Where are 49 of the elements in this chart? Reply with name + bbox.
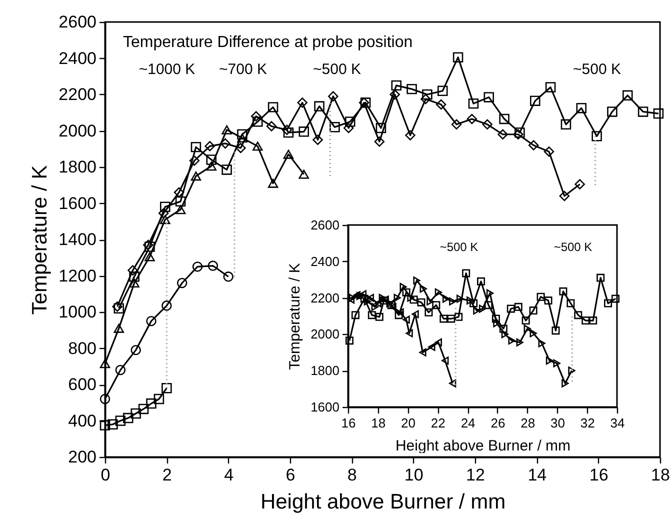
y-tick-label: 2200 [310,290,340,306]
x-tick-label: 18 [371,416,386,430]
annotation: Temperature Difference at probe position [123,34,413,51]
y-axis-title: Temperature / K [286,263,304,370]
x-tick-label: 16 [589,466,608,484]
annotation: ~500 K [573,61,621,78]
x-tick-label: 2 [162,466,172,484]
y-tick-label: 2600 [58,12,96,32]
y-axis-title: Temperature / K [28,165,52,315]
annotation: ~1000 K [138,61,196,78]
y-tick-label: 2000 [58,121,96,140]
x-tick-label: 34 [610,416,625,430]
y-tick-label: 2400 [310,254,340,269]
x-tick-label: 22 [430,416,446,430]
y-tick-label: 2600 [310,218,340,232]
annotation: ~700 K [219,61,267,78]
x-axis-title: Height above Burner / mm [260,490,506,514]
x-tick-label: 8 [347,466,357,484]
y-tick-label: 2000 [310,326,340,342]
x-tick-label: 14 [528,466,547,484]
x-tick-label: 20 [401,416,416,430]
x-tick-label: 28 [520,416,536,430]
y-tick-label: 1800 [310,363,340,378]
x-tick-label: 12 [466,466,485,484]
y-tick-label: 2200 [58,85,96,104]
x-tick-label: 18 [651,466,670,484]
x-tick-label: 4 [224,466,234,484]
y-tick-label: 200 [68,448,96,466]
x-tick-label: 26 [490,416,506,430]
y-tick-label: 1200 [58,266,96,286]
x-tick-label: 0 [100,466,110,484]
y-tick-label: 800 [68,338,96,358]
y-tick-label: 1800 [58,158,96,176]
annotation: ~500 K [554,240,592,254]
y-tick-label: 1400 [58,230,96,249]
x-tick-label: 32 [580,416,595,430]
y-tick-label: 1600 [58,194,96,213]
annotation: ~500 K [440,240,478,254]
x-tick-label: 16 [341,416,356,430]
annotation: ~500 K [313,61,361,78]
y-tick-label: 1000 [58,302,96,322]
x-tick-label: 30 [550,416,565,430]
y-tick-label: 1600 [310,400,340,414]
x-tick-label: 6 [286,466,296,484]
y-tick-label: 400 [68,411,96,430]
x-tick-label: 10 [404,466,424,484]
y-tick-label: 2400 [58,48,96,68]
y-tick-label: 600 [68,375,96,394]
x-tick-label: 24 [460,416,476,430]
